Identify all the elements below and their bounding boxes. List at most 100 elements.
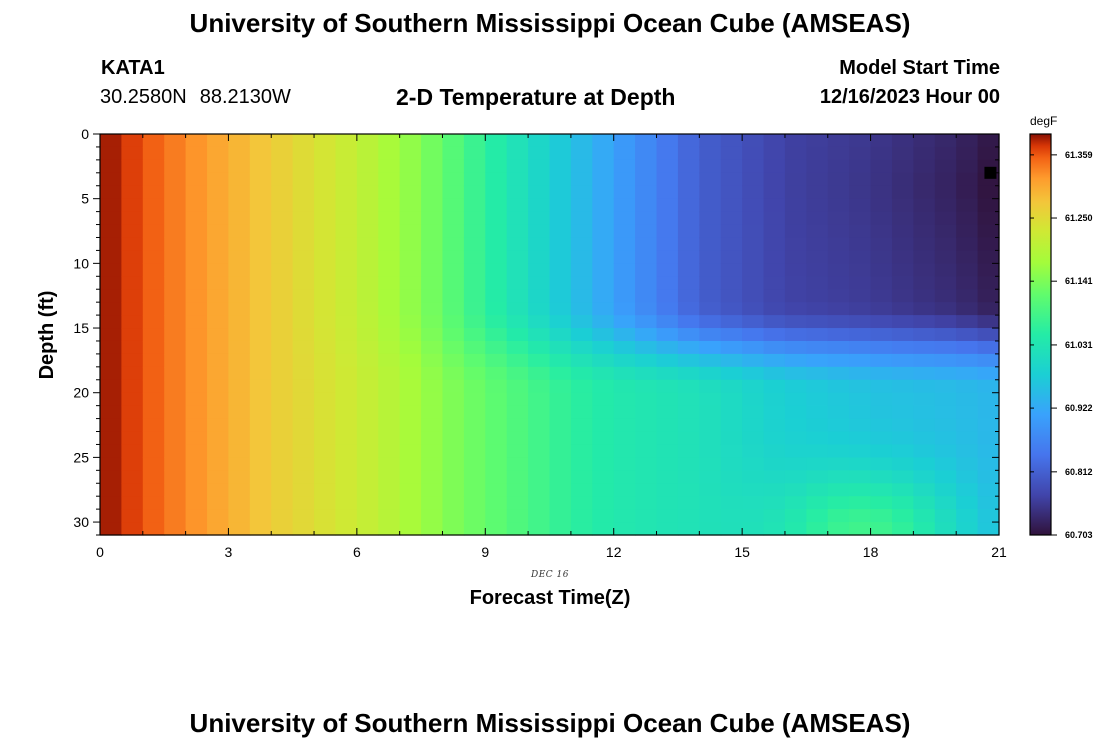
heatmap-cell (570, 496, 593, 510)
heatmap-cell (378, 509, 401, 523)
heatmap-cell (164, 496, 187, 510)
heatmap-cell (100, 315, 122, 329)
heatmap-cell (827, 159, 850, 174)
heatmap-cell (442, 418, 465, 433)
heatmap-cell (249, 418, 272, 433)
heatmap-cell (228, 444, 251, 458)
heatmap-cell (463, 431, 486, 446)
heatmap-cell (720, 276, 743, 290)
heatmap-cell (742, 289, 765, 303)
heatmap-cell (121, 263, 144, 277)
heatmap-cell (100, 509, 122, 523)
heatmap-cell (742, 431, 765, 446)
heatmap-cell (463, 405, 486, 420)
heatmap-cell (720, 328, 743, 342)
heatmap-cell (742, 224, 765, 239)
heatmap-cell (100, 328, 122, 342)
heatmap-cell (271, 263, 294, 277)
heatmap-cell (292, 366, 315, 381)
heatmap-cell (784, 263, 807, 277)
heatmap-cell (720, 509, 743, 523)
heatmap-cell (934, 289, 957, 303)
heatmap-cell (185, 263, 208, 277)
heatmap-cell (356, 379, 379, 394)
heatmap-cell (699, 366, 722, 381)
heatmap-cell (635, 405, 658, 420)
heatmap-cell (485, 146, 508, 161)
heatmap-cell (956, 483, 979, 497)
heatmap-cell (934, 496, 957, 510)
heatmap-cell (292, 237, 315, 252)
heatmap-cell (677, 315, 700, 329)
heatmap-cell (592, 418, 615, 433)
heatmap-cell (185, 483, 208, 497)
heatmap-cell (806, 211, 829, 226)
heatmap-cell (956, 237, 979, 252)
heatmap-cell (635, 340, 658, 355)
heatmap-cell (292, 444, 315, 458)
heatmap-cell (399, 315, 422, 329)
heatmap-cell (421, 418, 444, 433)
heatmap-cell (185, 276, 208, 290)
heatmap-cell (314, 509, 337, 523)
heatmap-cell (742, 470, 765, 484)
heatmap-cell (806, 198, 829, 213)
heatmap-cell (977, 522, 1000, 536)
heatmap-cell (656, 237, 679, 252)
colorbar-tick-label: 61.031 (1065, 340, 1093, 350)
heatmap-cell (784, 159, 807, 174)
x-tick-label: 12 (606, 544, 622, 560)
heatmap-cell (442, 185, 465, 200)
heatmap-cell (763, 185, 786, 200)
heatmap-cell (421, 172, 444, 187)
heatmap-cell (121, 198, 144, 213)
heatmap-cell (549, 418, 572, 433)
heatmap-cell (185, 172, 208, 187)
heatmap-cell (442, 328, 465, 342)
heatmap-cell (528, 405, 551, 420)
heatmap-cell (677, 353, 700, 368)
heatmap-cell (207, 483, 230, 497)
heatmap-cell (249, 496, 272, 510)
heatmap-cell (742, 237, 765, 252)
heatmap-cell (570, 134, 593, 148)
heatmap-cell (977, 328, 1000, 342)
heatmap-cell (549, 522, 572, 536)
heatmap-cell (806, 237, 829, 252)
heatmap-cell (956, 198, 979, 213)
heatmap-cell (720, 470, 743, 484)
heatmap-cell (891, 250, 914, 264)
heatmap-cell (827, 185, 850, 200)
footer-title: University of Southern Mississippi Ocean… (189, 708, 911, 738)
heatmap-cell (356, 522, 379, 536)
heatmap-cell (934, 211, 957, 226)
heatmap-cell (763, 198, 786, 213)
heatmap-cell (699, 211, 722, 226)
heatmap-cell (570, 353, 593, 368)
heatmap-cell (442, 172, 465, 187)
heatmap-cell (763, 237, 786, 252)
heatmap-cell (549, 146, 572, 161)
longitude: 88.2130W (199, 86, 291, 108)
heatmap-cell (934, 146, 957, 161)
heatmap-cell (677, 431, 700, 446)
heatmap-cell (784, 418, 807, 433)
heatmap-cell (956, 392, 979, 407)
heatmap-cell (827, 224, 850, 239)
heatmap-cell (913, 431, 936, 446)
heatmap-cell (763, 418, 786, 433)
colorbar-unit: degF (1030, 114, 1057, 128)
heatmap-cell (271, 172, 294, 187)
heatmap-cell (399, 198, 422, 213)
heatmap-cell (335, 353, 358, 368)
heatmap-cell (849, 366, 872, 381)
heatmap-cell (485, 457, 508, 471)
heatmap-cell (849, 198, 872, 213)
heatmap-cell (378, 366, 401, 381)
heatmap-cell (314, 250, 337, 264)
heatmap-cell (656, 250, 679, 264)
colorbar-gradient (1029, 133, 1052, 536)
heatmap-cell (656, 379, 679, 394)
heatmap-cell (656, 392, 679, 407)
heatmap-cell (913, 263, 936, 277)
